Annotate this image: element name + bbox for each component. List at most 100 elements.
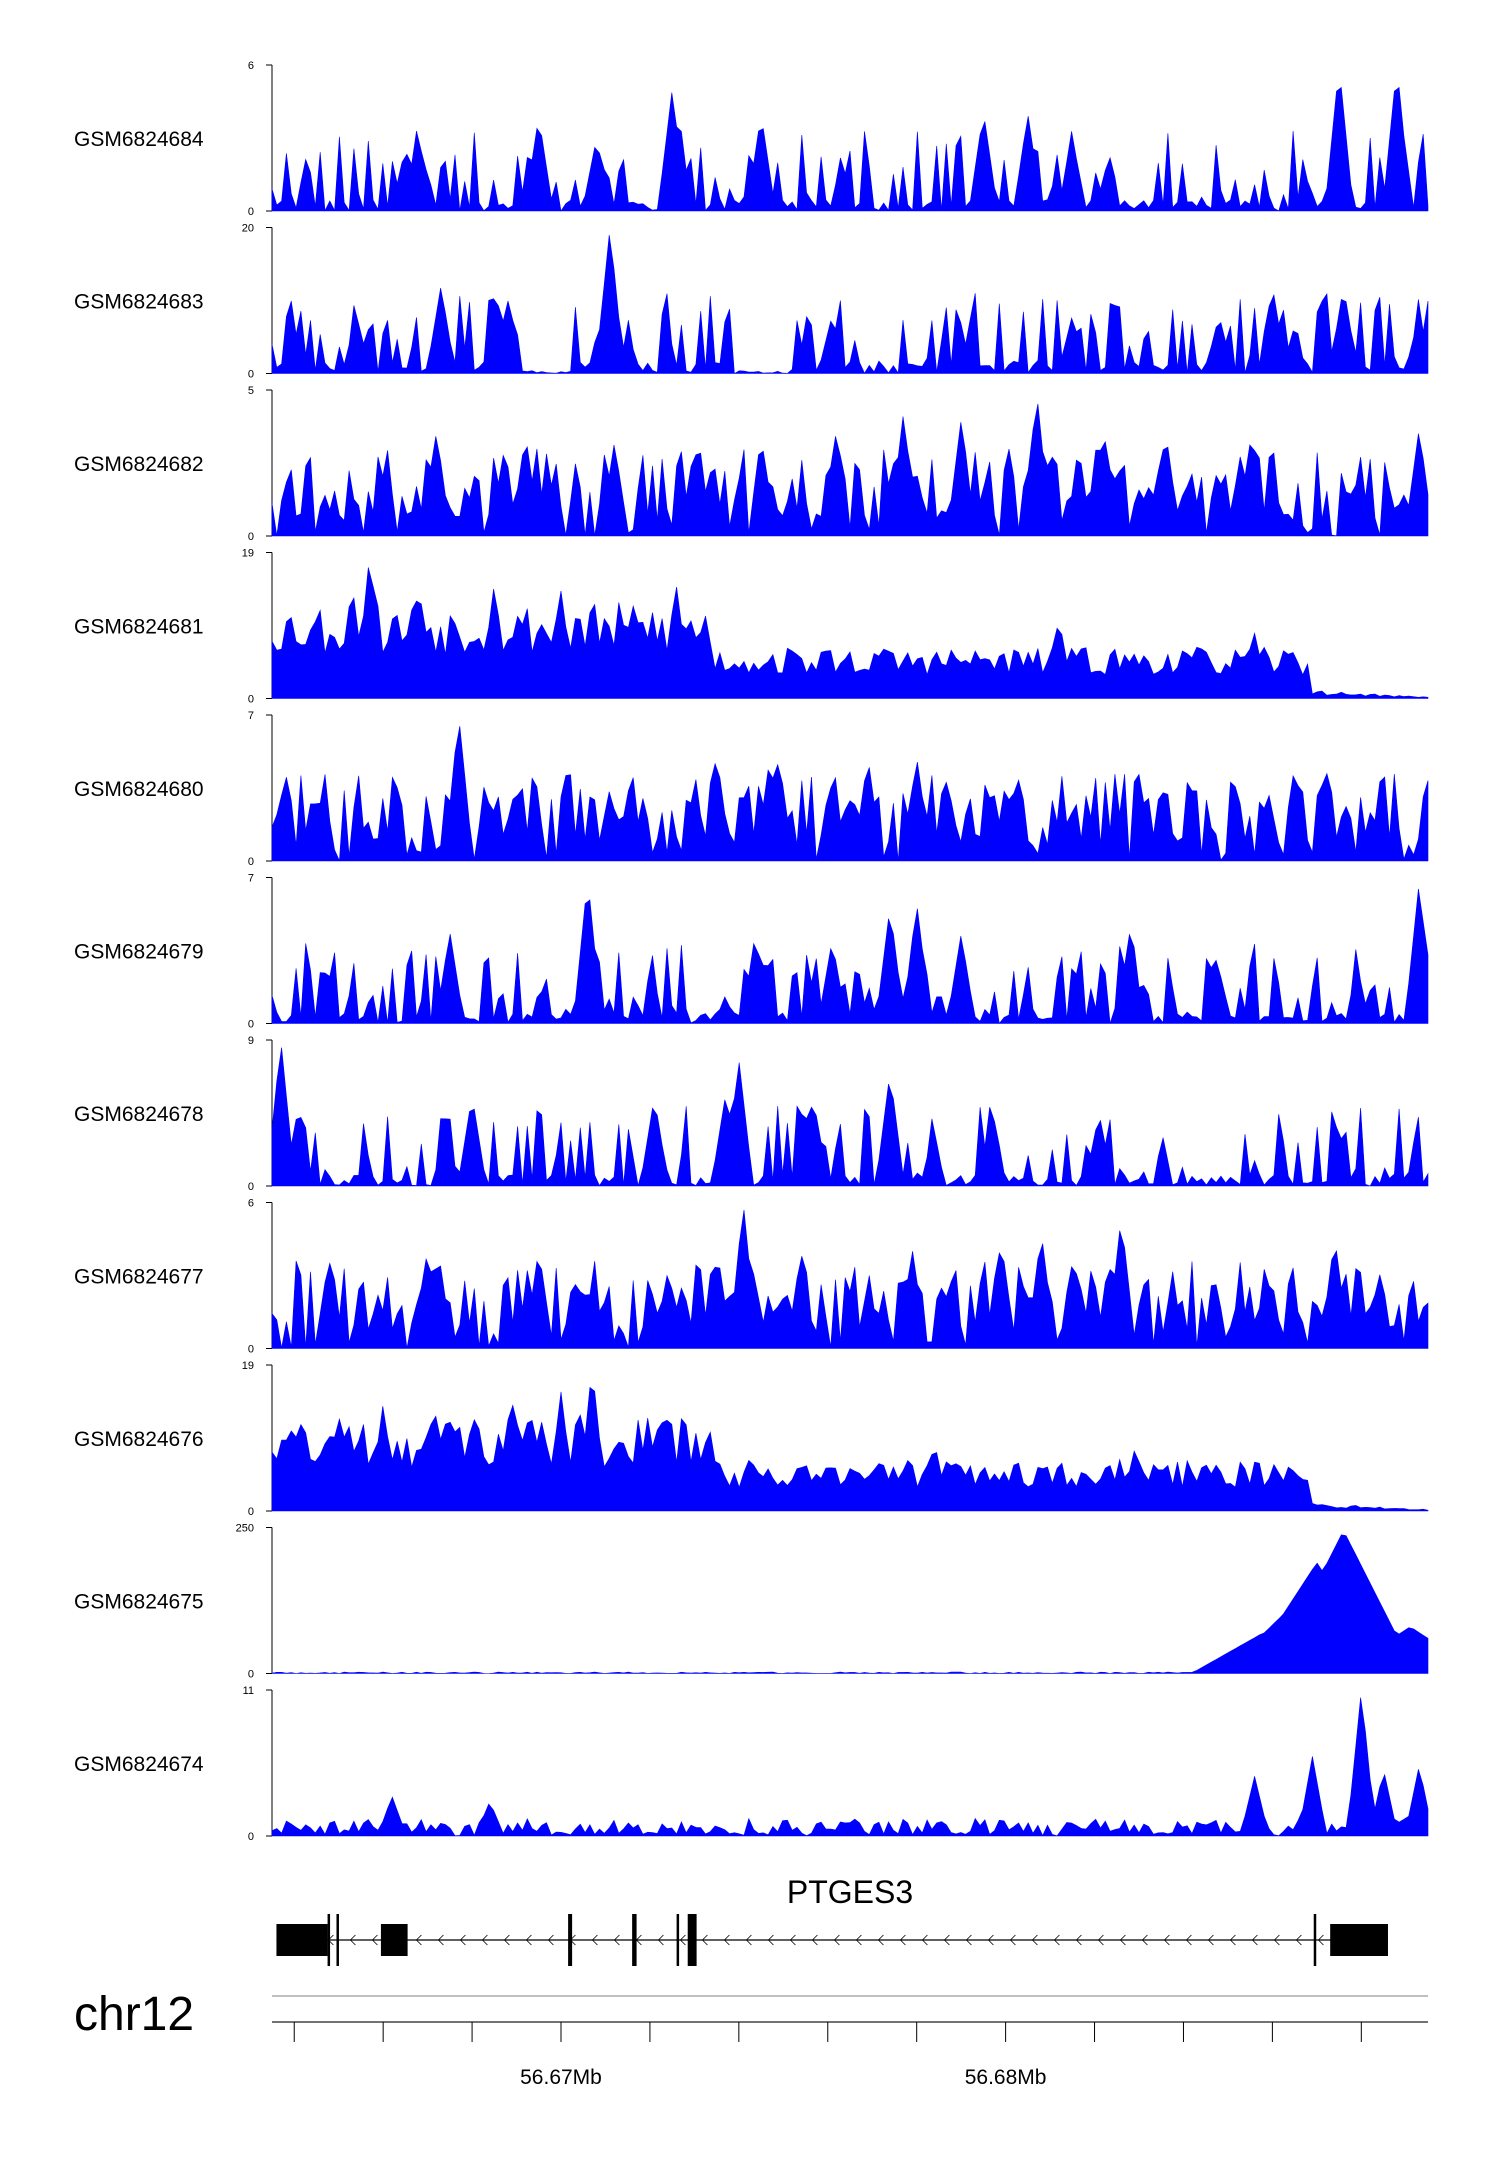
track-GSM6824676: GSM6824676 19 0 bbox=[74, 1360, 1429, 1518]
track-label: GSM6824680 bbox=[74, 778, 204, 801]
strand-arrow bbox=[855, 1934, 862, 1946]
y-tick-label-max: 9 bbox=[248, 1035, 254, 1047]
y-tick-label-zero: 0 bbox=[248, 1019, 254, 1031]
strand-arrow bbox=[811, 1934, 818, 1946]
track-label: GSM6824679 bbox=[74, 941, 204, 964]
y-tick-label-zero: 0 bbox=[248, 531, 254, 543]
x-tick-label: 56.68Mb bbox=[965, 2066, 1047, 2089]
strand-arrow bbox=[459, 1934, 466, 1946]
coverage-area bbox=[271, 403, 1429, 537]
coverage-area bbox=[271, 1209, 1429, 1349]
track-GSM6824681: GSM6824681 19 0 bbox=[74, 548, 1429, 706]
strand-arrow bbox=[1031, 1934, 1038, 1946]
coverage-area bbox=[271, 1047, 1429, 1187]
strand-arrow bbox=[767, 1934, 774, 1946]
y-tick-label-zero: 0 bbox=[248, 856, 254, 868]
track-GSM6824682: GSM6824682 5 0 bbox=[74, 385, 1429, 543]
track-GSM6824679: GSM6824679 7 0 bbox=[74, 873, 1429, 1031]
y-tick-label-zero: 0 bbox=[248, 1181, 254, 1193]
strand-arrow bbox=[1141, 1934, 1148, 1946]
strand-arrow bbox=[591, 1934, 598, 1946]
exon bbox=[1313, 1914, 1317, 1966]
gene-name-label: PTGES3 bbox=[787, 1874, 913, 1910]
exon bbox=[327, 1914, 331, 1966]
track-label: GSM6824675 bbox=[74, 1591, 204, 1614]
strand-arrow bbox=[877, 1934, 884, 1946]
coverage-area bbox=[271, 1697, 1429, 1837]
track-GSM6824684: GSM6824684 6 0 bbox=[74, 60, 1429, 218]
exon bbox=[1330, 1924, 1388, 1956]
track-label: GSM6824674 bbox=[74, 1753, 204, 1776]
y-tick-label-zero: 0 bbox=[248, 369, 254, 381]
strand-arrow bbox=[547, 1934, 554, 1946]
strand-arrow bbox=[371, 1934, 378, 1946]
axis-ticks: 56.67Mb 56.68Mb bbox=[272, 1995, 1428, 2089]
strand-arrow bbox=[437, 1934, 444, 1946]
strand-arrow bbox=[679, 1934, 686, 1946]
coverage-area bbox=[271, 1386, 1429, 1512]
track-GSM6824678: GSM6824678 9 0 bbox=[74, 1035, 1429, 1193]
strand-arrow bbox=[943, 1934, 950, 1946]
exon bbox=[336, 1914, 339, 1966]
y-tick-label-zero: 0 bbox=[248, 206, 254, 218]
coverage-area bbox=[271, 567, 1429, 699]
exon bbox=[276, 1924, 328, 1956]
strand-arrow bbox=[899, 1934, 906, 1946]
strand-arrow bbox=[965, 1934, 972, 1946]
chromosome-label: chr12 bbox=[74, 1988, 194, 2041]
strand-arrow bbox=[349, 1934, 356, 1946]
strand-arrow bbox=[701, 1934, 708, 1946]
strand-arrow bbox=[921, 1934, 928, 1946]
strand-arrow bbox=[1273, 1934, 1280, 1946]
coverage-area bbox=[271, 726, 1429, 862]
strand-arrow bbox=[1053, 1934, 1060, 1946]
strand-arrow bbox=[789, 1934, 796, 1946]
track-label: GSM6824678 bbox=[74, 1103, 204, 1126]
exon bbox=[568, 1914, 573, 1966]
y-tick-label-max: 6 bbox=[248, 1198, 254, 1210]
strand-arrow bbox=[503, 1934, 510, 1946]
track-GSM6824683: GSM6824683 20 0 bbox=[74, 223, 1429, 381]
strand-arrow bbox=[657, 1934, 664, 1946]
gene-annotation-track: PTGES3 bbox=[276, 1874, 1388, 1966]
exon bbox=[632, 1914, 637, 1966]
strand-arrow bbox=[1163, 1934, 1170, 1946]
exon bbox=[380, 1924, 408, 1956]
track-GSM6824680: GSM6824680 7 0 bbox=[74, 710, 1429, 868]
y-tick-label-max: 5 bbox=[248, 385, 254, 397]
y-tick-label-max: 7 bbox=[248, 873, 254, 885]
strand-arrow bbox=[415, 1934, 422, 1946]
strand-arrow bbox=[1229, 1934, 1236, 1946]
coverage-area bbox=[271, 888, 1429, 1025]
coverage-area bbox=[271, 86, 1429, 212]
y-tick-label-zero: 0 bbox=[248, 694, 254, 706]
track-GSM6824677: GSM6824677 6 0 bbox=[74, 1198, 1429, 1356]
track-label: GSM6824682 bbox=[74, 453, 204, 476]
y-tick-label-max: 6 bbox=[248, 60, 254, 72]
y-tick-label-max: 7 bbox=[248, 710, 254, 722]
coverage-tracks: GSM682468460GSM6824683200GSM682468250GSM… bbox=[74, 60, 1429, 1843]
y-tick-label-max: 11 bbox=[243, 1685, 254, 1697]
track-label: GSM6824681 bbox=[74, 616, 204, 639]
strand-arrow bbox=[1251, 1934, 1258, 1946]
y-tick-label-zero: 0 bbox=[248, 1506, 254, 1518]
track-GSM6824675: GSM6824675 250 0 bbox=[74, 1523, 1429, 1681]
strand-arrow bbox=[1119, 1934, 1126, 1946]
y-tick-label-zero: 0 bbox=[248, 1344, 254, 1356]
coverage-area bbox=[271, 234, 1429, 374]
y-tick-label-zero: 0 bbox=[248, 1669, 254, 1681]
strand-arrow bbox=[745, 1934, 752, 1946]
y-tick-label-max: 19 bbox=[242, 1360, 254, 1372]
strand-arrow bbox=[1097, 1934, 1104, 1946]
track-label: GSM6824676 bbox=[74, 1428, 204, 1451]
strand-arrow bbox=[525, 1934, 532, 1946]
y-tick-label-max: 250 bbox=[236, 1523, 254, 1535]
strand-arrow bbox=[1317, 1934, 1324, 1946]
strand-arrow bbox=[1075, 1934, 1082, 1946]
track-GSM6824674: GSM6824674 11 0 bbox=[74, 1685, 1429, 1843]
y-tick-label-max: 20 bbox=[242, 223, 254, 235]
strand-arrow bbox=[833, 1934, 840, 1946]
y-tick-label-max: 19 bbox=[242, 548, 254, 560]
track-label: GSM6824677 bbox=[74, 1266, 204, 1289]
